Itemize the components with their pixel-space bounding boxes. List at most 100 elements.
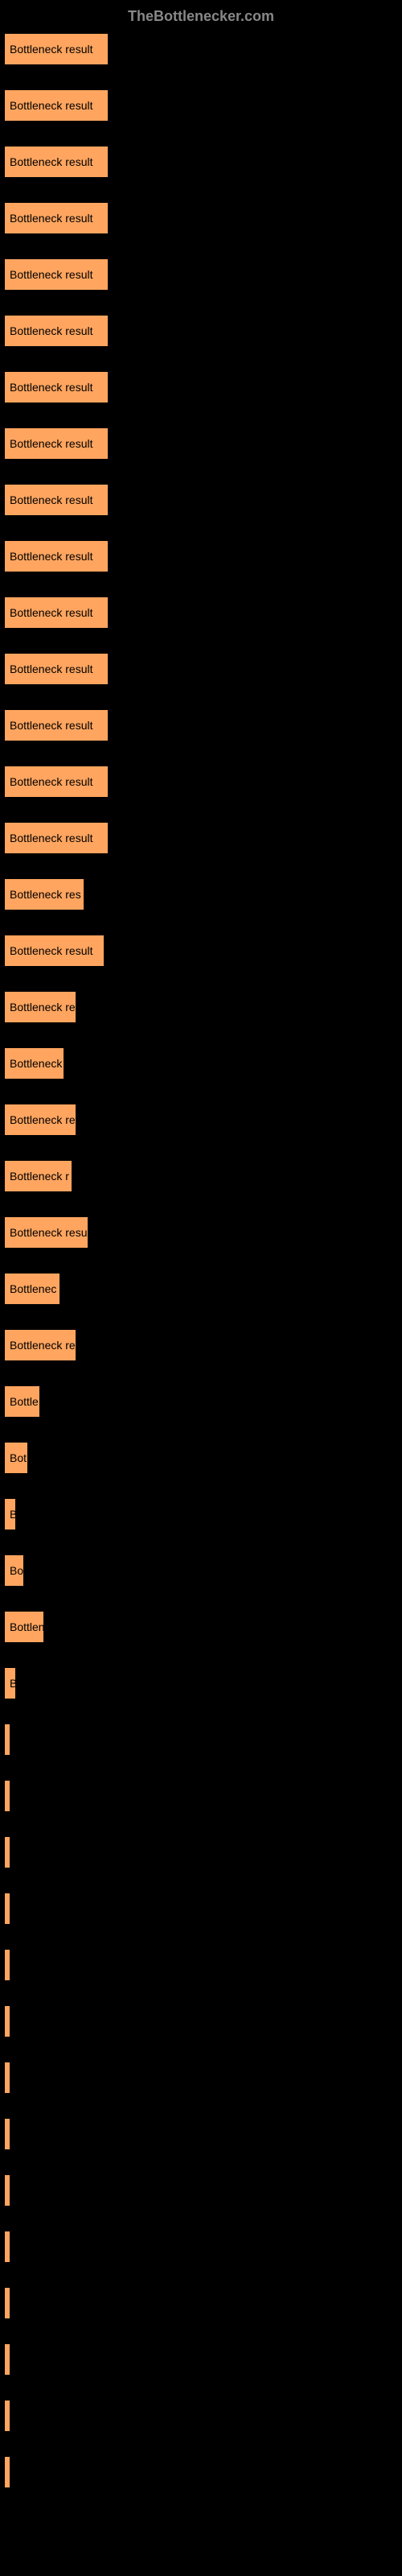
bar [4, 2005, 10, 2037]
bar: Bottleneck result [4, 427, 109, 460]
bar-row: Bottleneck result [4, 202, 398, 234]
bar-label: Bottleneck result [10, 663, 93, 675]
bar-label: Bottleneck re [10, 1339, 76, 1352]
bar-label: Bottleneck result [10, 381, 93, 394]
bar-label: Bottleneck result [10, 550, 93, 563]
bar-label: Bottleneck res [10, 888, 81, 901]
bar-label: B [10, 1677, 16, 1690]
bar-row: Bottleneck result [4, 709, 398, 741]
bar [4, 1724, 10, 1756]
bar [4, 2456, 10, 2488]
bar-label: Bottle [10, 1395, 39, 1408]
bar-row: Bottleneck result [4, 315, 398, 347]
bar: Bottleneck result [4, 371, 109, 403]
bar-label: Bottleneck result [10, 719, 93, 732]
bar-label: B [10, 1508, 16, 1521]
bar-label: Bottleneck result [10, 155, 93, 168]
bar-row: Bottlenec [4, 1273, 398, 1305]
bar-row [4, 1893, 398, 1925]
bar-label: Bottleneck result [10, 944, 93, 957]
bar: B [4, 1667, 16, 1699]
bar: Bottleneck result [4, 202, 109, 234]
bar-row: Bottleneck res [4, 878, 398, 910]
bar: Bottleneck r [4, 1160, 72, 1192]
bar: Bottleneck result [4, 766, 109, 798]
bar [4, 2287, 10, 2319]
bar-label: Bottleneck re [10, 1001, 76, 1013]
bar-row: Bottleneck result [4, 766, 398, 798]
bar-row: Bottleneck result [4, 371, 398, 403]
bar-row [4, 2231, 398, 2263]
bar-label: Bottleneck result [10, 493, 93, 506]
bar: Bo [4, 1554, 24, 1587]
bar-row: Bottleneck result [4, 146, 398, 178]
bar-label: Bottlenec [10, 1282, 56, 1295]
bar-row: Bottleneck result [4, 33, 398, 65]
bar-row: Bo [4, 1554, 398, 1587]
bar-label: Bottleneck result [10, 43, 93, 56]
bar: Bottleneck resu [4, 1216, 88, 1249]
bar [4, 1836, 10, 1868]
bar-row: Bottleneck re [4, 991, 398, 1023]
bar: Bottleneck result [4, 33, 109, 65]
bar [4, 2343, 10, 2376]
bar-row: Bottleneck result [4, 540, 398, 572]
bar-row: Bottleneck result [4, 822, 398, 854]
bar-label: Bottleneck r [10, 1170, 69, 1183]
bar-row: Bottleneck result [4, 427, 398, 460]
bar-row: Bottleneck result [4, 89, 398, 122]
bar-row: B [4, 1498, 398, 1530]
bar-row [4, 2400, 398, 2432]
bar [4, 1780, 10, 1812]
bar: Bottleneck [4, 1047, 64, 1080]
bar-label: Bottleneck result [10, 832, 93, 844]
bar: Bottle [4, 1385, 40, 1418]
bar [4, 2231, 10, 2263]
bar-row [4, 1724, 398, 1756]
bar-label: Bottleneck resu [10, 1226, 88, 1239]
bar-label: Bottleneck result [10, 99, 93, 112]
bar-label: Bottleneck result [10, 268, 93, 281]
bar: Bottleneck result [4, 822, 109, 854]
bar-label: Bottlen [10, 1620, 44, 1633]
bar-row: B [4, 1667, 398, 1699]
bar: Bottleneck result [4, 709, 109, 741]
bar-label: Bot [10, 1451, 27, 1464]
bar-row: Bottlen [4, 1611, 398, 1643]
bar-row: Bot [4, 1442, 398, 1474]
bar: B [4, 1498, 16, 1530]
bar: Bottleneck result [4, 653, 109, 685]
bar: Bottleneck result [4, 540, 109, 572]
bar-label: Bottleneck result [10, 775, 93, 788]
bar-row: Bottleneck [4, 1047, 398, 1080]
bar-row: Bottleneck resu [4, 1216, 398, 1249]
bar: Bottleneck re [4, 1104, 76, 1136]
bar-label: Bottleneck result [10, 212, 93, 225]
bar-row: Bottleneck r [4, 1160, 398, 1192]
bar-label: Bottleneck result [10, 324, 93, 337]
bar-row [4, 2005, 398, 2037]
bar-chart: Bottleneck result Bottleneck result Bottle… [4, 33, 398, 2488]
bar: Bottleneck re [4, 991, 76, 1023]
bar: Bottleneck result [4, 935, 105, 967]
bar-row: Bottle [4, 1385, 398, 1418]
bar [4, 2400, 10, 2432]
bar: Bot [4, 1442, 28, 1474]
bar-label: Bottleneck [10, 1057, 62, 1070]
bar-row [4, 2174, 398, 2207]
bar-row: Bottleneck re [4, 1104, 398, 1136]
bar-row: Bottleneck result [4, 597, 398, 629]
bar: Bottleneck result [4, 89, 109, 122]
bar-row [4, 2343, 398, 2376]
bar: Bottleneck result [4, 258, 109, 291]
bar: Bottleneck re [4, 1329, 76, 1361]
bar-row: Bottleneck result [4, 935, 398, 967]
bar-row [4, 2118, 398, 2150]
bar [4, 1893, 10, 1925]
bar [4, 1949, 10, 1981]
bar-row: Bottleneck result [4, 258, 398, 291]
bar: Bottleneck result [4, 484, 109, 516]
bar-row: Bottleneck re [4, 1329, 398, 1361]
bar-row [4, 2287, 398, 2319]
bar-row: Bottleneck result [4, 484, 398, 516]
